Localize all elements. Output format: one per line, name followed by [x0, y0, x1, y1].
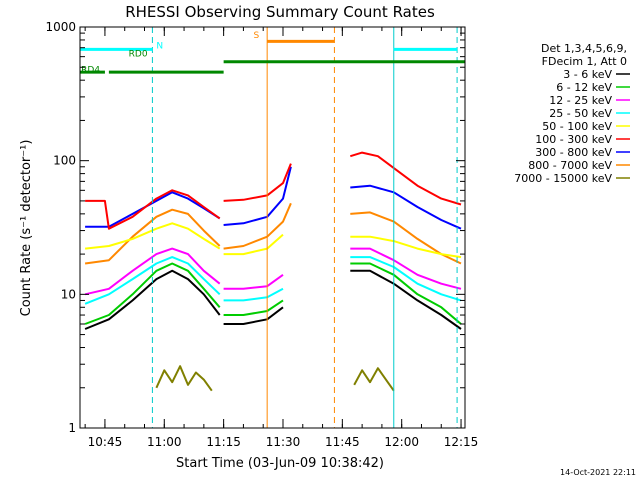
series-12-25-kev-segment-2: [223, 273, 284, 290]
series-6-12-kev-segment-1: [84, 262, 221, 325]
series-12-25-kev-segment-3: [350, 247, 462, 290]
series-7000-15000-kev-segment-2: [353, 367, 395, 392]
x-axis-label: Start Time (03-Jun-09 10:38:42): [176, 456, 384, 471]
series-25-50-kev-segment-2: [223, 287, 284, 302]
series-3-6-kev-segment-3: [350, 269, 462, 330]
legend-label-100-300-kev: 100 - 300 keV: [535, 133, 612, 146]
series-800-7000-kev-segment-1: [84, 208, 221, 265]
legend-label-6-12-kev: 6 - 12 keV: [556, 81, 612, 94]
chart-title: RHESSI Observing Summary Count Rates: [125, 3, 435, 21]
legend-label-12-25-kev: 12 - 25 keV: [549, 94, 612, 107]
flag-label-rd4: RD4: [81, 66, 100, 76]
y-tick-label-10: 10: [61, 287, 76, 301]
series-6-12-kev-segment-2: [223, 299, 284, 316]
x-tick-label-1045: 10:45: [88, 435, 123, 449]
flag-label-n: N: [156, 42, 163, 52]
series-50-100-kev-segment-2: [223, 233, 284, 256]
legend: Det 1,3,4,5,6,9,FDecim 1, Att 03 - 6 keV…: [514, 42, 630, 185]
x-tick-label-1215: 12:15: [444, 435, 479, 449]
series-800-7000-kev-segment-3: [350, 211, 462, 265]
series-25-50-kev-segment-3: [350, 256, 462, 302]
series-3-6-kev-segment-1: [84, 269, 221, 330]
axis-layer: 1 10 100 1000 10:45 11:00 11:15 11:30 11:45 12:00…: [45, 20, 478, 449]
y-axis-label: Count Rate (s⁻¹ detector⁻¹): [19, 140, 34, 317]
legend-header-2: FDecim 1, Att 0: [542, 55, 627, 68]
series-300-800-kev-segment-3: [350, 184, 462, 230]
x-tick-label-1100: 11:00: [147, 435, 182, 449]
series-50-100-kev-segment-3: [350, 235, 462, 259]
legend-label-800-7000-kev: 800 - 7000 keV: [528, 159, 612, 172]
legend-label-3-6-kev: 3 - 6 keV: [563, 68, 612, 81]
series-100-300-kev-segment-1: [85, 189, 221, 230]
y-tick-label-1: 1: [68, 421, 76, 435]
timestamp: 14-Oct-2021 22:11: [560, 468, 636, 477]
series-12-25-kev-segment-1: [84, 247, 221, 296]
legend-label-7000-15000-kev: 7000 - 15000 keV: [514, 172, 612, 185]
y-tick-label-100: 100: [53, 154, 76, 168]
x-tick-label-1115: 11:15: [206, 435, 241, 449]
legend-label-25-50-kev: 25 - 50 keV: [549, 107, 612, 120]
legend-label-50-100-kev: 50 - 100 keV: [542, 120, 612, 133]
legend-label-300-800-kev: 300 - 800 keV: [535, 146, 612, 159]
series-6-12-kev-segment-3: [350, 262, 462, 325]
series-300-800-kev-segment-1: [85, 191, 221, 228]
series-50-100-kev-segment-1: [84, 222, 221, 250]
x-tick-label-1130: 11:30: [266, 435, 301, 449]
series-7000-15000-kev-segment-1: [155, 365, 213, 392]
x-tick-label-1145: 11:45: [325, 435, 360, 449]
y-tick-label-1000: 1000: [45, 20, 76, 34]
x-tick-label-1200: 12:00: [384, 435, 419, 449]
plot-frame: [79, 26, 466, 429]
flag-label-s: S: [254, 31, 260, 41]
flag-label-rd0: RD0: [129, 50, 148, 60]
series-25-50-kev-segment-1: [84, 256, 221, 305]
legend-header-1: Det 1,3,4,5,6,9,: [541, 42, 627, 55]
series-3-6-kev-segment-2: [223, 306, 284, 325]
